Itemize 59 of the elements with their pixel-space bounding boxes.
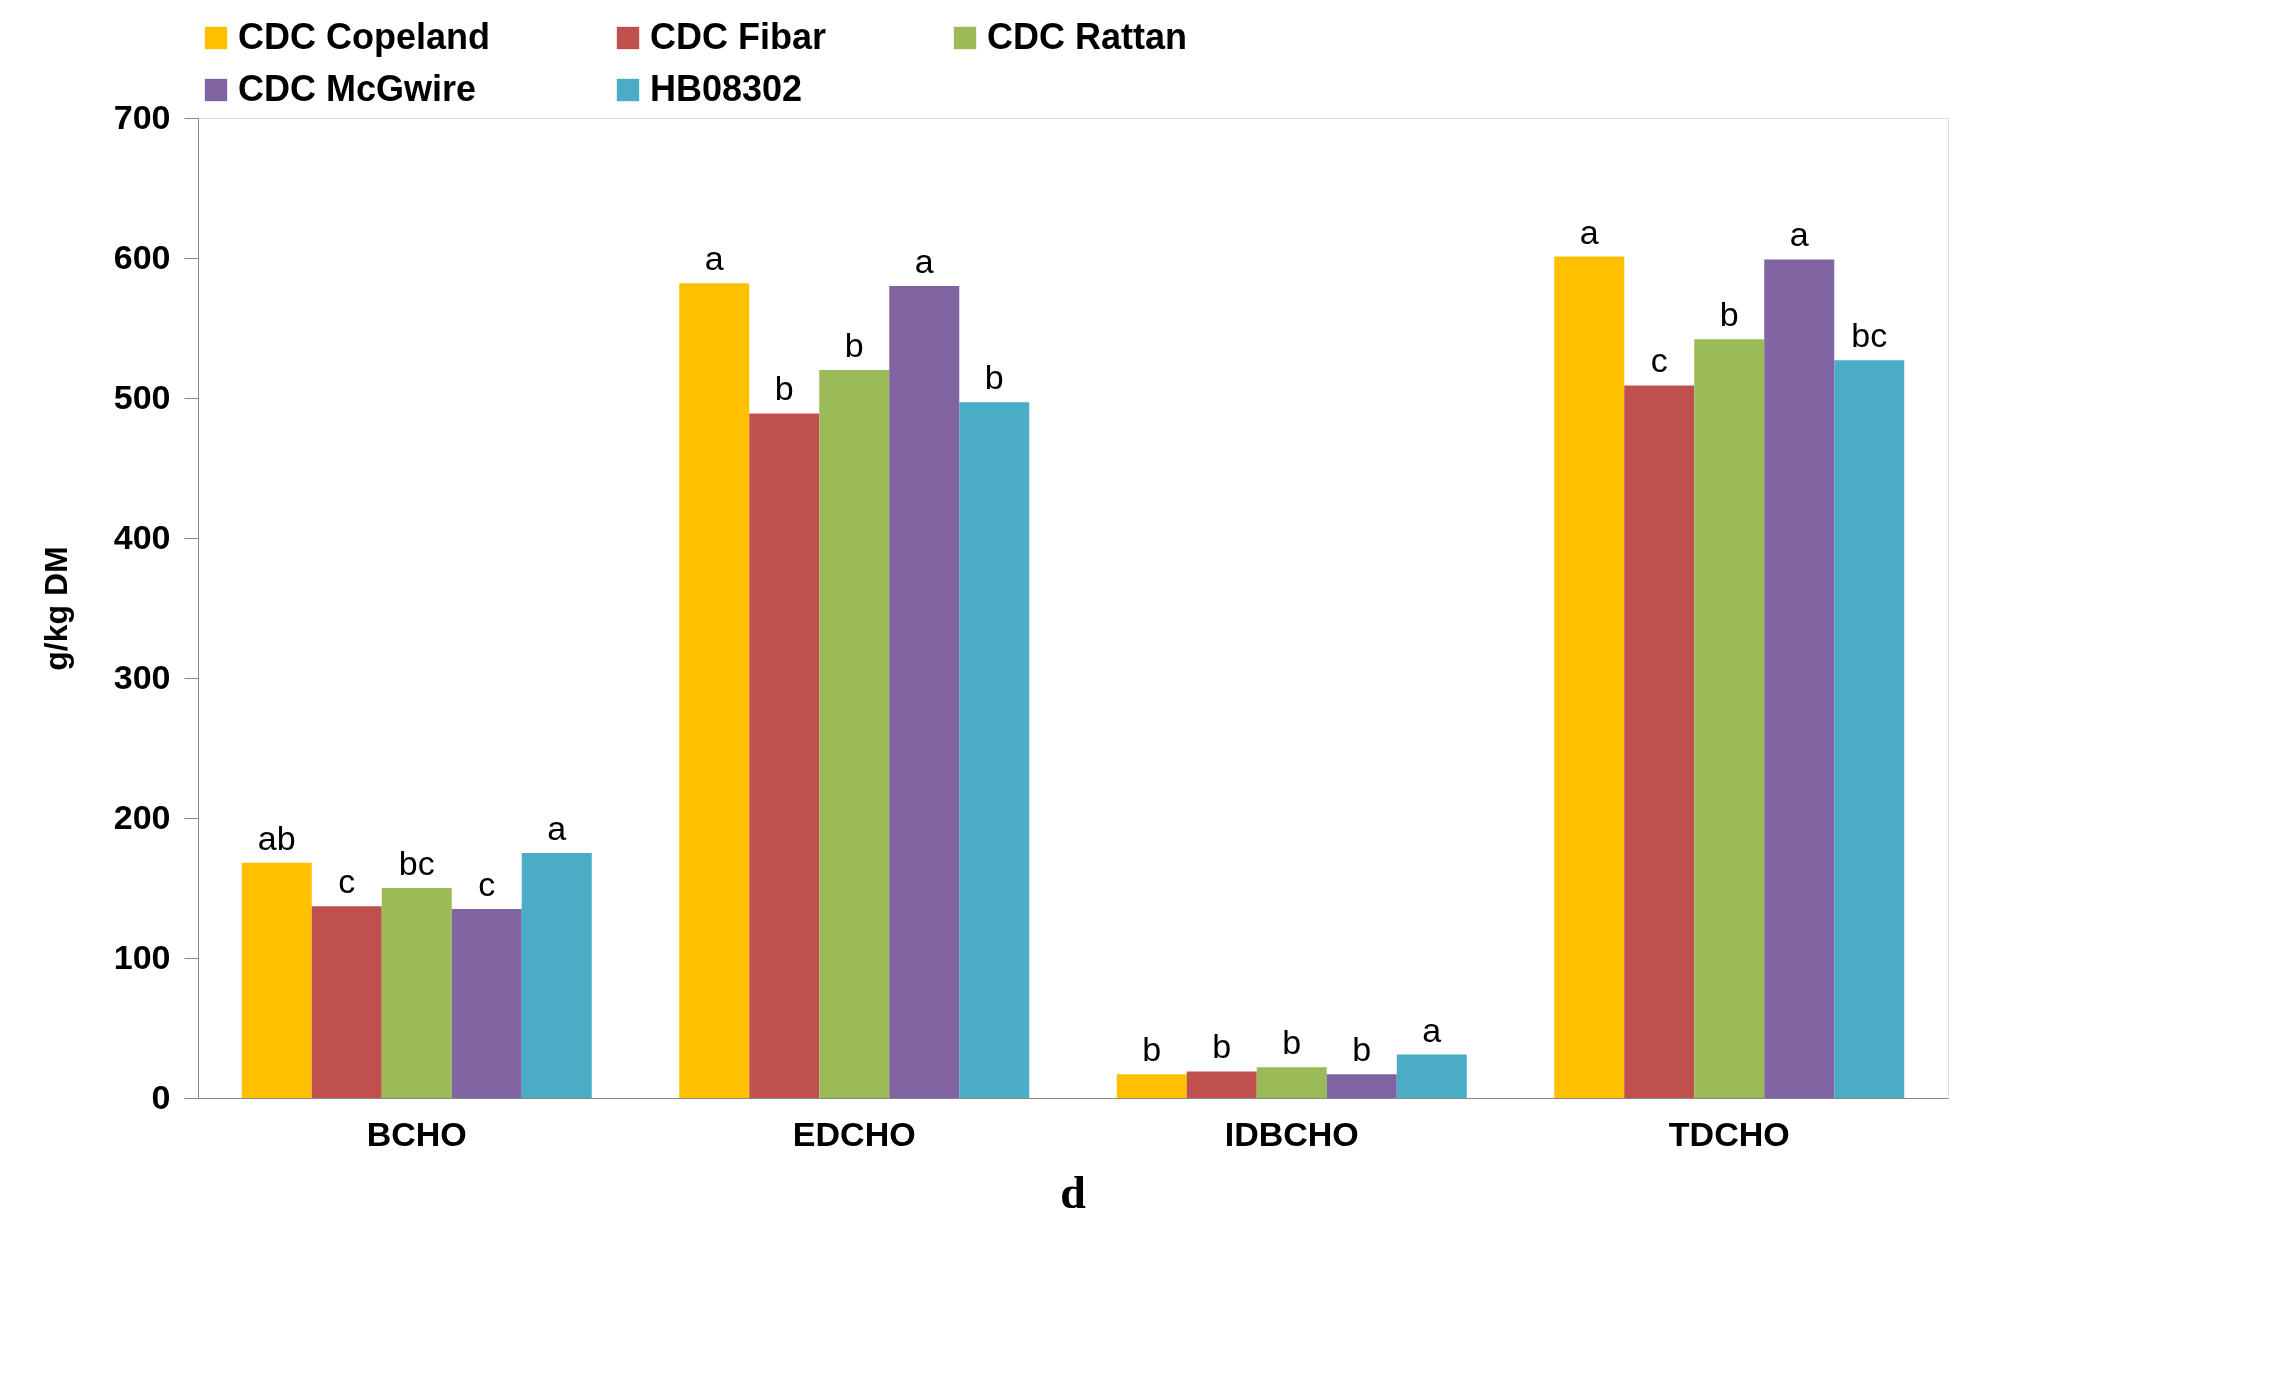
x-tick-label: EDCHO [792,1114,916,1153]
x-tick-label: BCHO [366,1114,467,1153]
data-label: b [1142,1030,1162,1069]
bar [1764,259,1835,1098]
y-tick-label: 300 [113,657,171,696]
y-tick-label: 700 [113,97,171,136]
text: d [1060,1167,1087,1218]
legend-label: CDC Fibar [650,16,827,57]
x-tick-label: IDBCHO [1224,1114,1359,1153]
y-tick-label: 600 [113,237,171,276]
bar [451,909,522,1098]
bar [889,286,960,1098]
data-label: bc [398,844,435,882]
y-tick-label: 100 [113,937,171,976]
data-label: a [914,242,934,280]
bar [1116,1074,1187,1098]
data-label: a [547,809,567,847]
legend-label: CDC Rattan [987,16,1188,57]
bar [749,413,820,1098]
bar [1624,385,1695,1098]
x-tick-label: TDCHO [1668,1114,1790,1153]
bar [521,853,592,1098]
data-label: c [1650,341,1668,380]
bar [311,906,382,1098]
data-label: b [774,369,794,408]
bar [1834,360,1905,1098]
data-label: ab [257,818,296,857]
data-label: bc [1851,316,1888,355]
bar [381,888,452,1098]
data-label: b [1212,1027,1232,1066]
bar [679,283,750,1098]
data-label: c [338,862,356,901]
data-label: a [704,239,724,278]
y-tick-label: 500 [113,377,171,416]
bar [819,370,890,1098]
legend-label: HB08302 [650,68,803,109]
data-label: b [844,326,864,364]
data-label: a [1422,1010,1442,1049]
data-label: c [478,865,496,903]
data-label: a [1789,215,1809,254]
y-axis-title: g/kg DM [37,546,74,671]
data-label: b [984,358,1004,397]
data-label: b [1282,1023,1302,1062]
data-label: b [1352,1030,1372,1069]
bar [241,862,312,1098]
data-label: b [1719,295,1739,334]
bar [1186,1071,1257,1098]
bar [1694,339,1765,1098]
y-tick-label: 400 [113,517,171,556]
bar [1326,1074,1397,1098]
bar [1554,256,1625,1098]
legend-label: CDC McGwire [238,68,477,109]
bar [1256,1067,1327,1098]
legend-label: CDC Copeland [238,16,490,57]
bar [959,402,1030,1098]
data-label: a [1579,212,1599,251]
y-tick-label: 0 [151,1077,171,1116]
bar [1396,1054,1467,1098]
y-tick-label: 200 [113,797,171,836]
